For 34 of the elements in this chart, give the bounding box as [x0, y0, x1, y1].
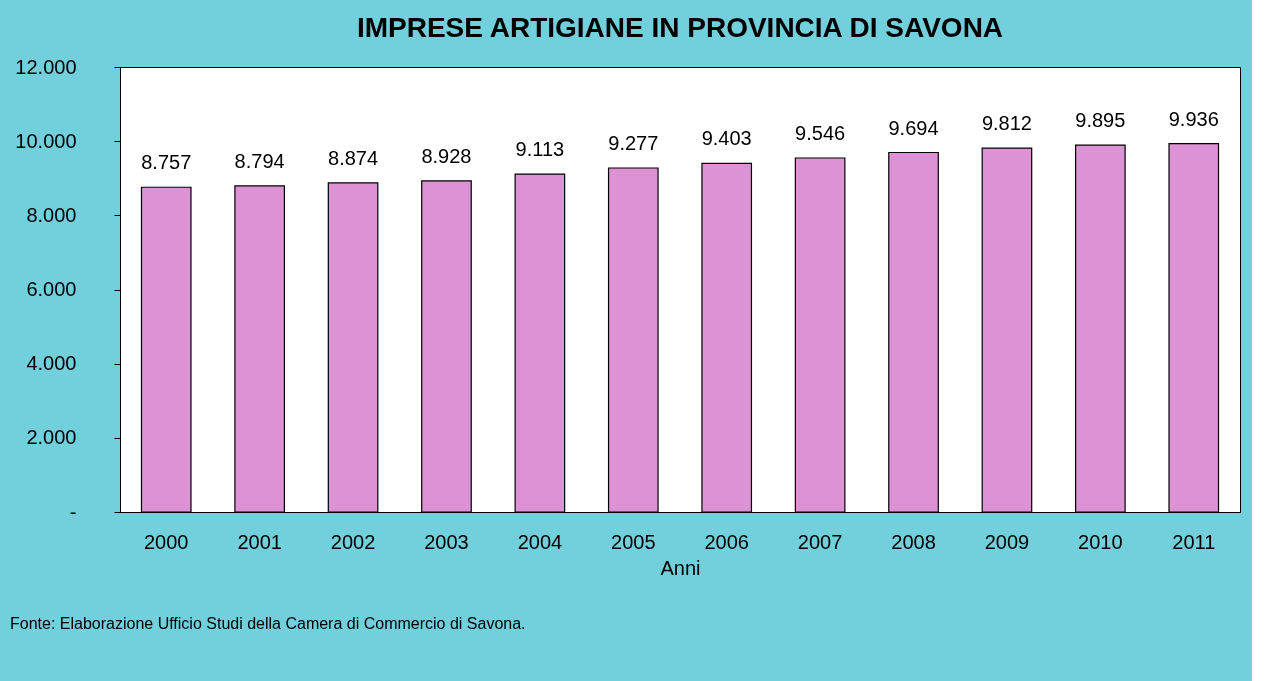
data-label: 8.874 — [328, 146, 379, 169]
y-tick-label: - — [69, 500, 77, 523]
data-label: 8.928 — [421, 144, 472, 167]
x-tick-label: 2005 — [611, 530, 656, 553]
x-tick-label: 2006 — [704, 530, 749, 553]
data-label: 9.403 — [701, 127, 752, 150]
data-label: 8.757 — [141, 151, 192, 174]
x-tick-label: 2003 — [424, 530, 469, 553]
x-tick-label: 2011 — [1172, 530, 1216, 553]
x-tick-label: 2007 — [797, 530, 843, 553]
x-tick-label: 2002 — [330, 530, 376, 553]
y-tick-label: 8.000 — [26, 203, 77, 226]
y-tick-label: 2.000 — [26, 426, 77, 449]
data-label: 8.794 — [234, 149, 285, 172]
source-note: Fonte: Elaborazione Ufficio Studi della Camera di Commercio di Savona. — [10, 615, 526, 632]
data-label: 9.812 — [981, 112, 1032, 135]
y-tick-label: 10.000 — [15, 129, 77, 152]
y-tick-label: 12.000 — [15, 55, 77, 78]
data-label: 9.936 — [1168, 107, 1219, 130]
x-axis-title: Anni — [660, 556, 701, 579]
chart-title: IMPRESE ARTIGIANE IN PROVINCIA DI SAVONA — [356, 12, 1004, 43]
x-tick-label: 2010 — [1078, 530, 1123, 553]
x-tick-label: 2001 — [237, 530, 282, 553]
x-tick-label: 2008 — [891, 530, 936, 553]
x-tick-label: 2000 — [143, 530, 189, 553]
data-label: 9.895 — [1075, 109, 1126, 132]
data-label: 9.113 — [515, 138, 565, 161]
y-tick-label: 6.000 — [26, 278, 77, 300]
data-label: 9.277 — [608, 131, 659, 154]
x-tick-label: 2009 — [984, 530, 1030, 553]
y-tick-label: 4.000 — [26, 352, 77, 375]
x-tick-label: 2004 — [517, 530, 563, 553]
data-label: 9.546 — [795, 122, 846, 144]
data-label: 9.694 — [888, 116, 939, 139]
